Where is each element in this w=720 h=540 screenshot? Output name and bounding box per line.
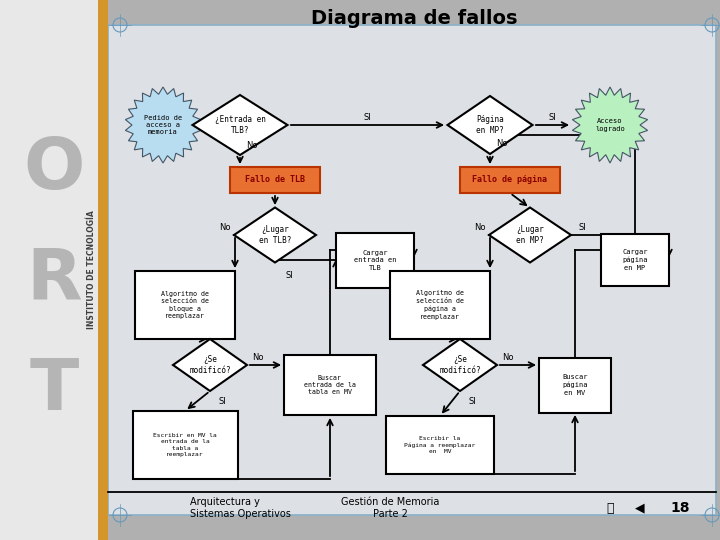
Polygon shape <box>489 207 571 262</box>
Text: No: No <box>496 139 508 148</box>
Text: Arquitectura y
Sistemas Operativos: Arquitectura y Sistemas Operativos <box>190 497 291 519</box>
Text: R: R <box>26 246 82 314</box>
Polygon shape <box>423 339 497 391</box>
Text: No: No <box>474 222 486 232</box>
Text: ¿Entrada en
TLB?: ¿Entrada en TLB? <box>215 115 266 135</box>
Text: ¿Lugar
en MP?: ¿Lugar en MP? <box>516 225 544 245</box>
Polygon shape <box>448 96 533 154</box>
Text: SI: SI <box>285 271 293 280</box>
Text: 📄: 📄 <box>606 502 613 515</box>
Text: INSTITUTO DE TECNOLOGÍA: INSTITUTO DE TECNOLOGÍA <box>88 211 96 329</box>
Text: Gestión de Memoria
Parte 2: Gestión de Memoria Parte 2 <box>341 497 439 519</box>
FancyBboxPatch shape <box>539 357 611 413</box>
Polygon shape <box>192 95 287 155</box>
FancyBboxPatch shape <box>98 0 108 540</box>
Polygon shape <box>125 87 201 163</box>
FancyBboxPatch shape <box>284 355 376 415</box>
FancyBboxPatch shape <box>336 233 414 287</box>
Text: Fallo de TLB: Fallo de TLB <box>245 176 305 185</box>
Text: Escribir la
Página a reemplazar
en  MV: Escribir la Página a reemplazar en MV <box>405 436 476 454</box>
FancyBboxPatch shape <box>108 25 716 515</box>
FancyBboxPatch shape <box>601 234 669 286</box>
Text: No: No <box>503 353 514 361</box>
FancyBboxPatch shape <box>135 271 235 339</box>
Text: 18: 18 <box>670 501 690 515</box>
Text: ¿Se
modificó?: ¿Se modificó? <box>189 355 231 375</box>
FancyBboxPatch shape <box>390 271 490 339</box>
Text: Escribir en MV la
entrada de la
tabla a
reemplazar: Escribir en MV la entrada de la tabla a … <box>153 433 217 457</box>
Text: Cargar
página
en MP: Cargar página en MP <box>622 249 648 271</box>
Text: Acceso
logrado: Acceso logrado <box>595 118 625 132</box>
Text: O: O <box>23 136 85 205</box>
Polygon shape <box>173 339 247 391</box>
FancyBboxPatch shape <box>230 167 320 193</box>
Text: Diagrama de fallos: Diagrama de fallos <box>311 9 517 28</box>
Text: ¿Lugar
en TLB?: ¿Lugar en TLB? <box>258 225 291 245</box>
Text: ¿Se
modificó?: ¿Se modificó? <box>439 355 481 375</box>
Text: Cargar
entrada en
TLB: Cargar entrada en TLB <box>354 249 396 271</box>
Text: SI: SI <box>218 396 226 406</box>
Text: Buscar
página
en MV: Buscar página en MV <box>562 374 588 396</box>
Polygon shape <box>572 87 647 163</box>
FancyBboxPatch shape <box>0 0 108 540</box>
Text: No: No <box>246 140 258 150</box>
Text: SI: SI <box>468 396 476 406</box>
Text: Página
en MP?: Página en MP? <box>476 115 504 135</box>
Polygon shape <box>234 207 316 262</box>
Text: Buscar
entrada de la
tabla en MV: Buscar entrada de la tabla en MV <box>304 375 356 395</box>
Text: No: No <box>252 353 264 361</box>
FancyBboxPatch shape <box>460 167 560 193</box>
Text: SI: SI <box>364 112 372 122</box>
FancyBboxPatch shape <box>132 411 238 479</box>
Text: SI: SI <box>578 222 586 232</box>
Text: Fallo de página: Fallo de página <box>472 176 547 185</box>
FancyBboxPatch shape <box>386 416 494 474</box>
Text: SI: SI <box>549 112 557 122</box>
Text: No: No <box>220 222 230 232</box>
Text: Pedido de
acceso a
memoria: Pedido de acceso a memoria <box>144 114 182 136</box>
Text: T: T <box>30 355 78 424</box>
Text: ◀: ◀ <box>635 502 645 515</box>
Text: Algoritmo de
selección de
página a
reemplazar: Algoritmo de selección de página a reemp… <box>416 291 464 320</box>
Text: Algoritmo de
selección de
bloque a
reemplazar: Algoritmo de selección de bloque a reemp… <box>161 291 209 319</box>
